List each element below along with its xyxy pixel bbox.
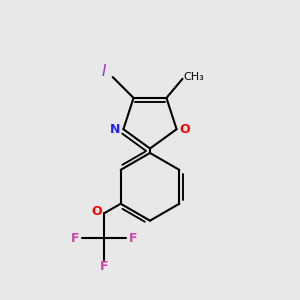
Text: F: F bbox=[100, 260, 108, 273]
Text: F: F bbox=[128, 232, 137, 245]
Text: F: F bbox=[71, 232, 80, 245]
Text: O: O bbox=[179, 123, 190, 136]
Text: N: N bbox=[110, 123, 120, 136]
Text: I: I bbox=[102, 64, 106, 79]
Text: O: O bbox=[92, 205, 102, 218]
Text: CH₃: CH₃ bbox=[183, 72, 204, 82]
